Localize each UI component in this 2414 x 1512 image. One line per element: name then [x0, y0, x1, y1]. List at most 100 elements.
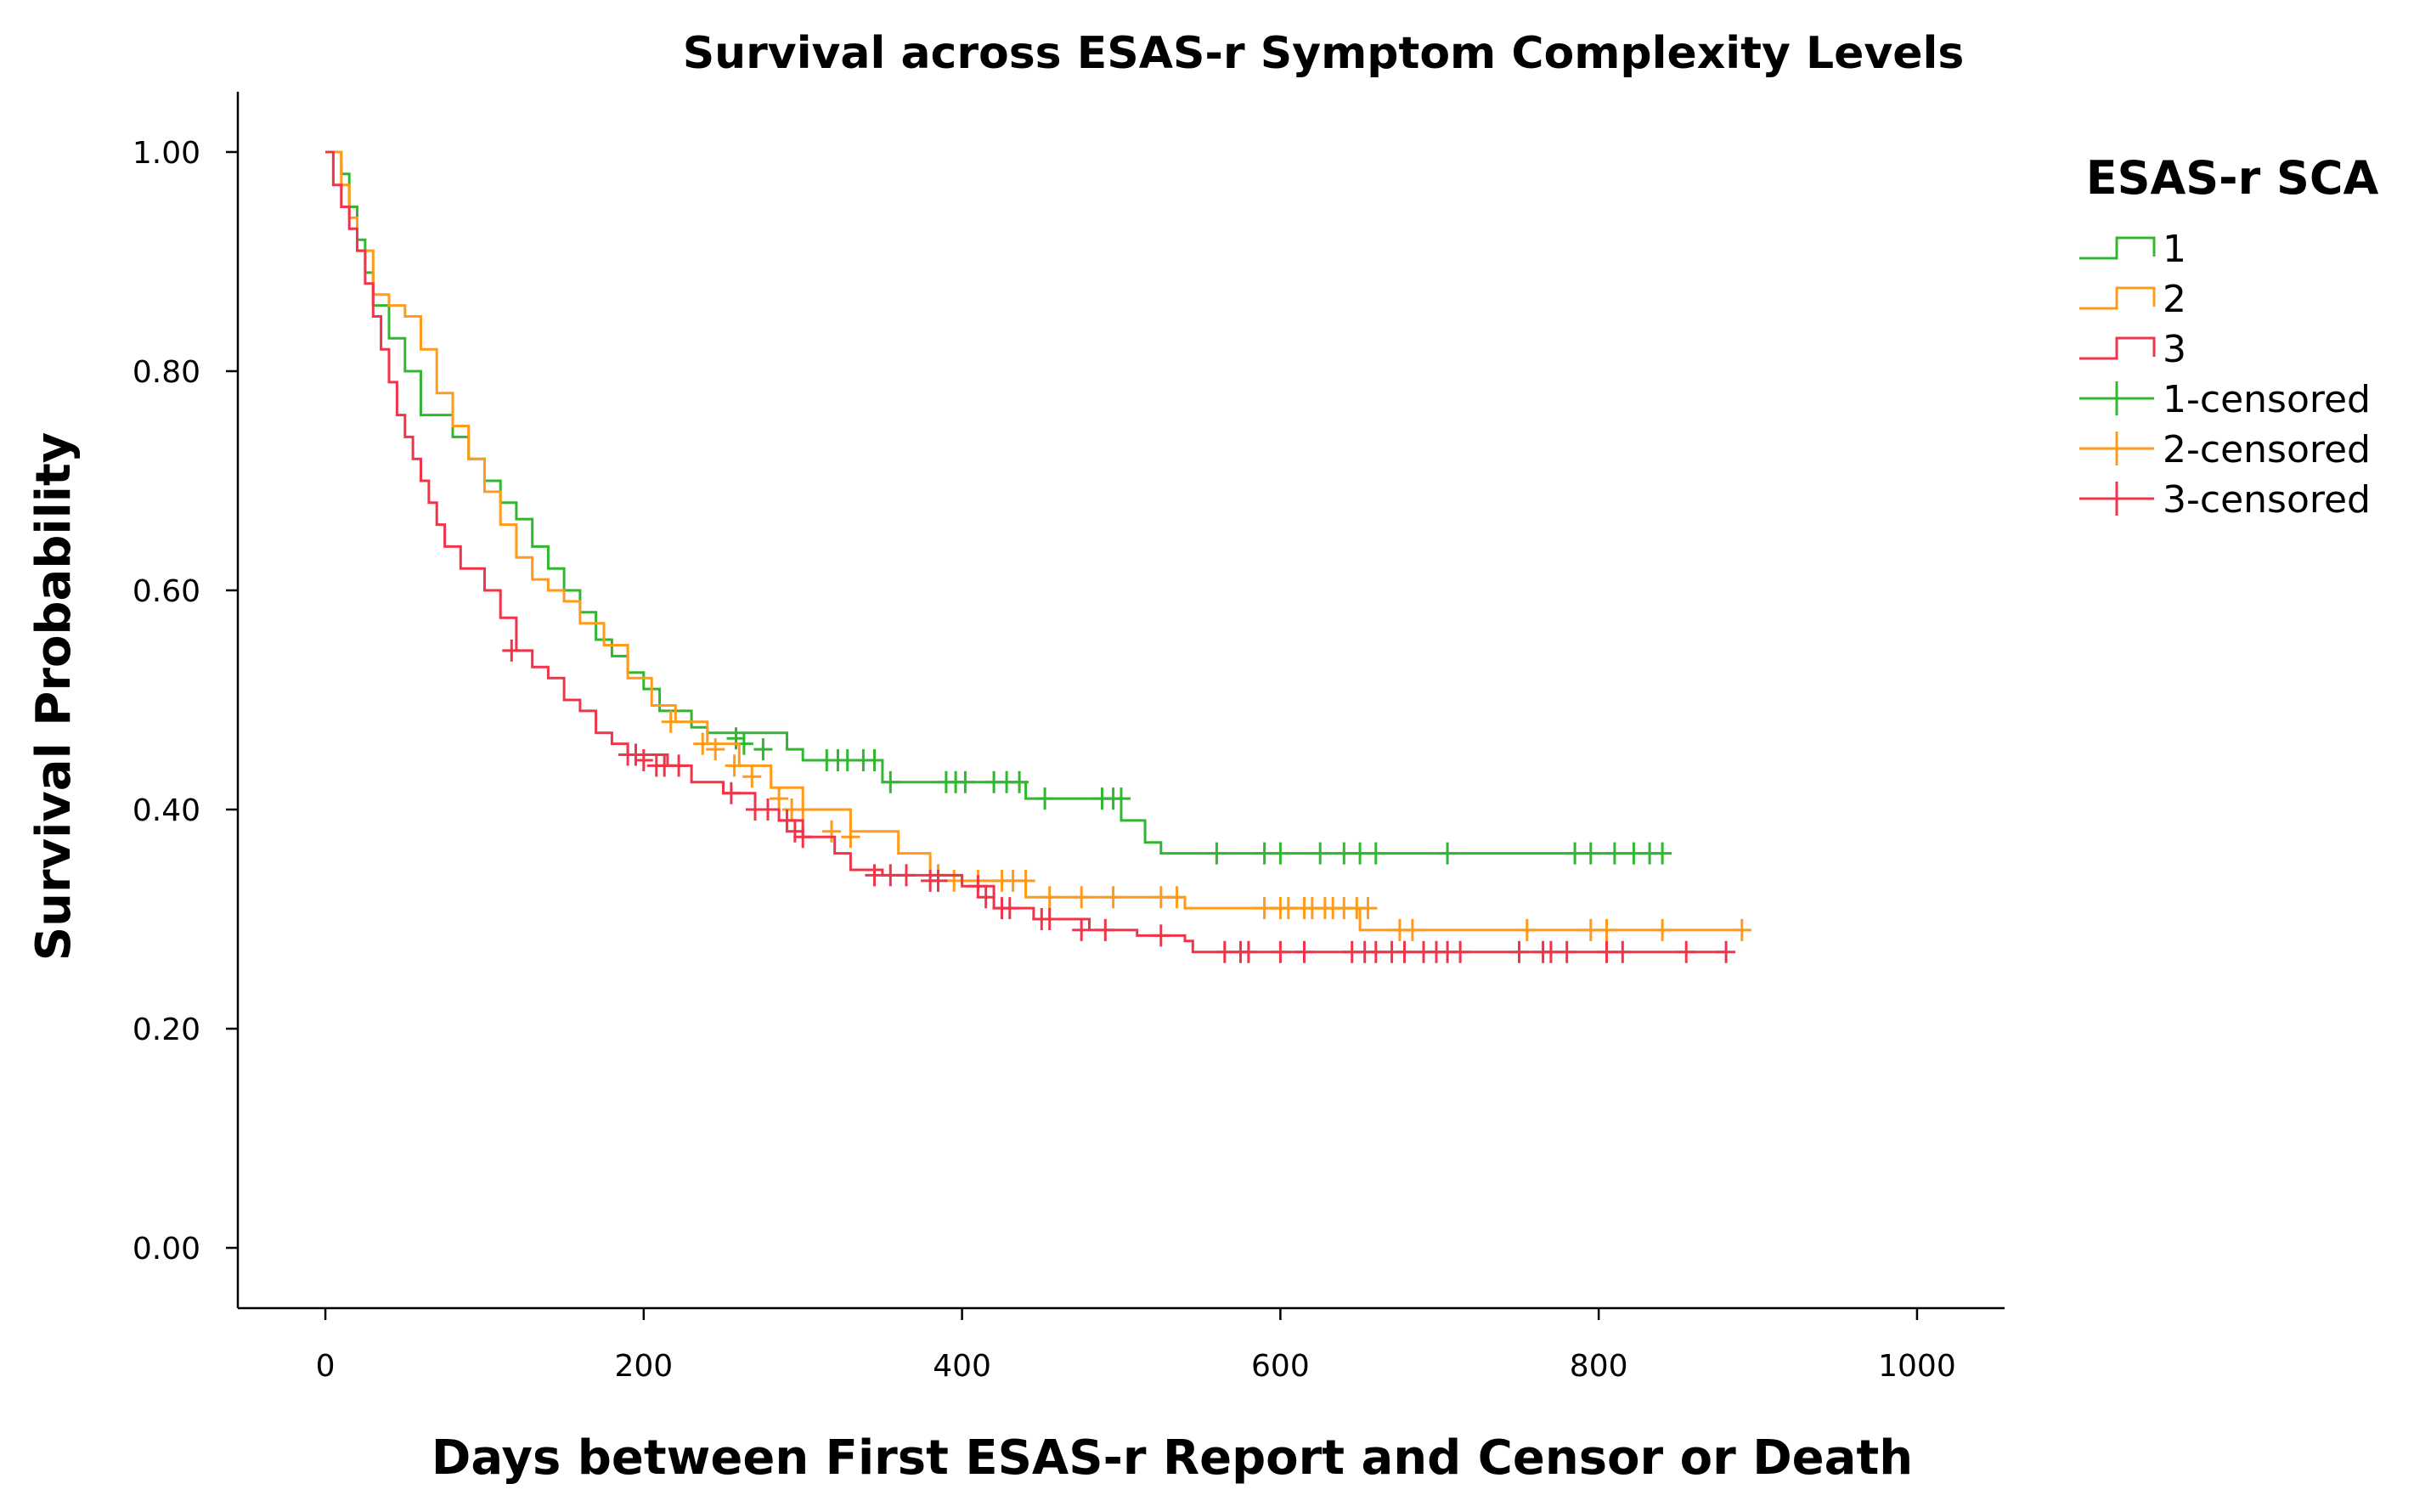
series-3-censor-mark: [1215, 940, 1234, 963]
y-tick-label: 0.60: [133, 574, 200, 609]
series-1-censor-mark: [865, 749, 884, 771]
legend-swatch-2: [2079, 286, 2156, 310]
series-3-censor-mark: [669, 754, 689, 777]
series-3-censor-mark: [1677, 940, 1696, 963]
series-3-censor-mark: [1096, 918, 1115, 941]
series-1-censor-mark: [1334, 842, 1354, 865]
series-1-censor-mark: [1438, 842, 1458, 865]
legend-swatch-3-censored: [2079, 482, 2154, 516]
series-3-censor-mark: [793, 826, 813, 849]
series-2-censor-mark: [1016, 869, 1035, 892]
y-tick-label: 0.00: [133, 1232, 200, 1267]
series-3-censor-mark: [1717, 940, 1736, 963]
legend-swatch-2-censored: [2079, 432, 2154, 465]
series-1-censor-mark: [1366, 842, 1385, 865]
series-3-censor-mark: [1395, 940, 1414, 963]
y-axis-title: Survival Probability: [26, 432, 82, 961]
series-3-censor-mark: [502, 639, 522, 662]
x-tick-label: 1000: [1878, 1349, 1956, 1384]
series-2-censor-mark: [1358, 897, 1378, 920]
legend-label: 1: [2163, 228, 2186, 271]
series-2-censor-mark: [661, 710, 680, 733]
series-2-censor-mark: [945, 869, 964, 892]
legend-swatch-1: [2079, 236, 2156, 260]
series-2-line: [325, 150, 1742, 932]
series-1-censor-mark: [881, 770, 900, 793]
x-tick-label: 200: [614, 1349, 673, 1384]
series-1-censor-mark: [1653, 842, 1672, 865]
series-2-censor-marks: [661, 710, 1751, 941]
series-1-censor-mark: [1311, 842, 1330, 865]
series-2-censor-mark: [725, 754, 744, 777]
series-1-censor-mark: [1271, 842, 1290, 865]
series-2-censor-mark: [1151, 886, 1170, 909]
series-2-censor-mark: [1255, 897, 1274, 920]
series-2-censor-mark: [1402, 918, 1422, 941]
series-3-censor-mark: [1271, 940, 1290, 963]
series-3-censor-mark: [1000, 897, 1019, 920]
legend-title: ESAS-r SCA: [2086, 151, 2379, 205]
x-ticks: 0 200 400 600 800 1000: [316, 1308, 1956, 1384]
series-2-censor-mark: [1517, 918, 1537, 941]
series-1-censor-mark: [726, 727, 746, 750]
y-tick-label: 0.20: [133, 1013, 200, 1047]
series-3-censor-mark: [1597, 940, 1616, 963]
series-3-censor-mark: [1541, 940, 1560, 963]
chart-title: Survival across ESAS-r Symptom Complexit…: [683, 28, 1965, 79]
plot-axes: [236, 92, 2005, 1310]
series-1-line: [325, 150, 1663, 855]
series-1-censor-mark: [1207, 842, 1227, 865]
series-1-censor-mark: [1255, 842, 1274, 865]
x-tick-label: 800: [1570, 1349, 1628, 1384]
series-3-censor-mark: [1366, 940, 1385, 963]
legend-items: 1 2 3 1-censored 2-censored 3-censored: [2079, 228, 2371, 522]
y-tick-label: 0.40: [133, 793, 200, 828]
series-3-censor-mark: [1238, 940, 1258, 963]
series-1-censor-mark: [1035, 787, 1055, 810]
series-3-censor-mark: [1294, 940, 1314, 963]
series-3-censor-mark: [881, 864, 900, 887]
legend-label: 1-censored: [2163, 378, 2371, 421]
series-1-censor-mark: [753, 738, 773, 761]
series-1-censor-mark: [838, 749, 857, 771]
series-3-censor-mark: [968, 875, 988, 898]
series-2-censor-mark: [822, 820, 841, 843]
series-1-censor-mark: [956, 770, 975, 793]
x-tick-label: 600: [1251, 1349, 1310, 1384]
series-3-censor-mark: [1509, 940, 1529, 963]
series-1-censor-mark: [1010, 770, 1029, 793]
series-1-censor-mark: [1112, 787, 1131, 810]
legend-label: 3: [2163, 328, 2186, 371]
series-1-censor-mark: [1351, 842, 1370, 865]
series-2-censor-mark: [693, 732, 713, 755]
series-3-censor-mark: [1451, 940, 1470, 963]
series-3-censor-mark: [626, 743, 646, 766]
series-2-censor-mark: [1653, 918, 1672, 941]
series-3-censor-mark: [976, 886, 995, 909]
series-3-censor-mark: [865, 864, 884, 887]
series-2-censor-mark: [1597, 918, 1616, 941]
series-3-censor-mark: [1557, 940, 1576, 963]
series-1-censor-mark: [1581, 842, 1600, 865]
series-3-censor-mark: [897, 864, 916, 887]
series-3-censor-mark: [634, 749, 653, 771]
series-2-censor-mark: [706, 738, 725, 761]
series-3-censor-mark: [1613, 940, 1633, 963]
series-3-censor-mark: [1040, 908, 1059, 930]
series-2-censor-mark: [770, 787, 789, 810]
series-layer: [325, 150, 1751, 963]
series-2-censor-mark: [1040, 886, 1059, 909]
legend: ESAS-r SCA 1 2 3 1-censored 2-censored 3-cens…: [2079, 151, 2379, 522]
legend-swatch-1-censored: [2079, 381, 2154, 415]
series-3-censor-mark: [928, 869, 948, 892]
series-2-censor-mark: [1581, 918, 1600, 941]
series-2-censor-mark: [1103, 886, 1123, 909]
series-2-censor-mark: [742, 765, 762, 788]
series-1-censor-mark: [1605, 842, 1624, 865]
series-1-censor-marks: [726, 727, 1672, 865]
series-3-line: [325, 150, 1727, 954]
series-2-censor-mark: [1072, 886, 1091, 909]
series-3-censor-mark: [759, 798, 777, 821]
series-3-censor-mark: [721, 781, 741, 804]
series-3-censor-mark: [785, 820, 804, 843]
